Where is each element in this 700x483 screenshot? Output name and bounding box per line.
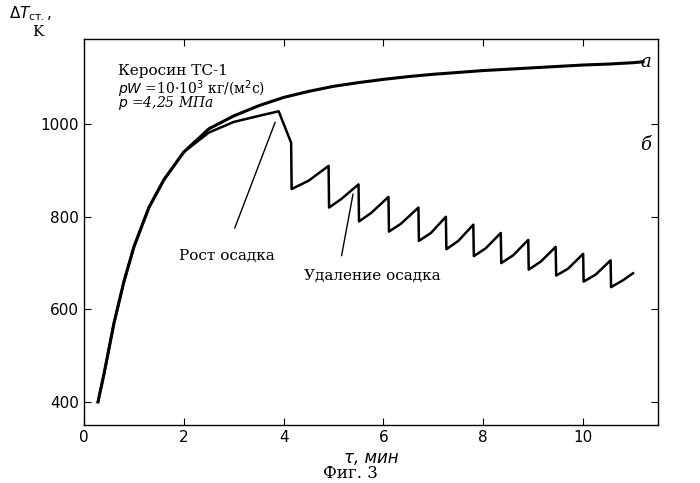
Text: б: б — [640, 136, 652, 154]
Text: Фиг. 3: Фиг. 3 — [323, 465, 377, 482]
Text: а: а — [640, 53, 651, 71]
Text: $p$ =4,25 МПа: $p$ =4,25 МПа — [118, 94, 214, 112]
Text: Керосин ТС-1: Керосин ТС-1 — [118, 64, 228, 78]
Text: K: K — [32, 25, 43, 39]
Text: $p W$ =10$\cdot$10$^3$ кг/(м$^2$с): $p W$ =10$\cdot$10$^3$ кг/(м$^2$с) — [118, 79, 265, 100]
X-axis label: τ, мин: τ, мин — [344, 449, 398, 467]
Text: Удаление осадка: Удаление осадка — [304, 269, 440, 283]
Text: $\Delta T_{\rm ст.},$: $\Delta T_{\rm ст.},$ — [9, 4, 52, 23]
Text: Рост осадка: Рост осадка — [178, 249, 274, 263]
